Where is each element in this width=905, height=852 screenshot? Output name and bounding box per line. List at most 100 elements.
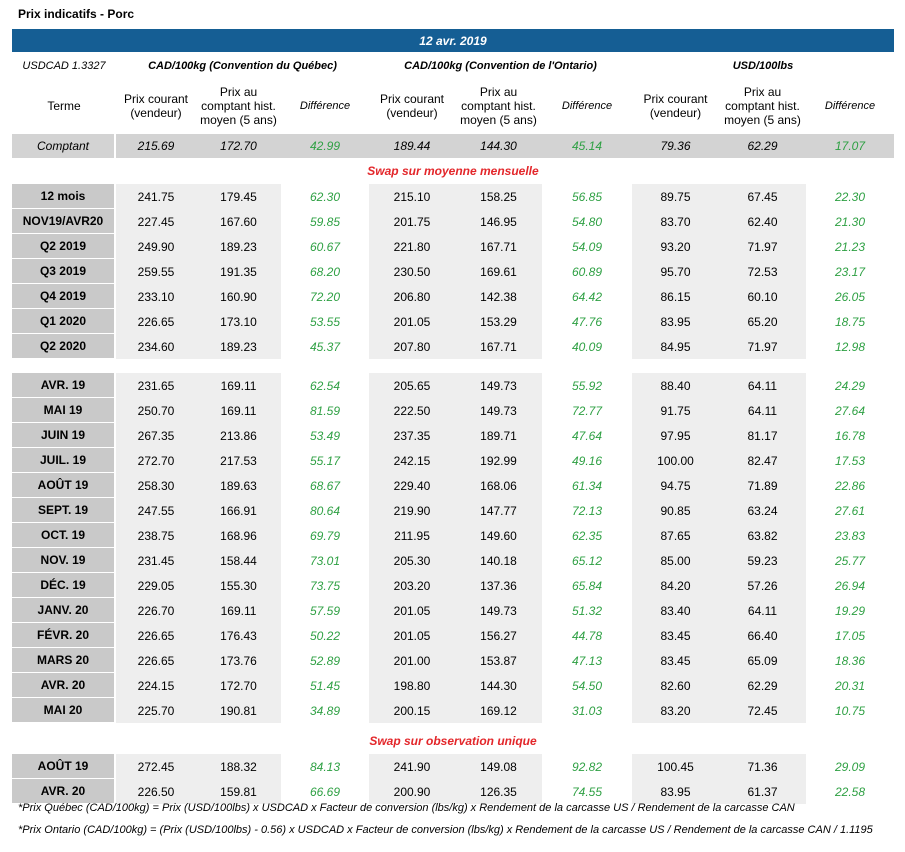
row-value: 24.29 (834, 378, 866, 393)
row-label: Q3 2019 (12, 259, 114, 283)
row-value: 149.73 (455, 373, 542, 398)
row-value: 267.35 (116, 423, 196, 448)
row-value: 229.05 (116, 573, 196, 598)
row-value: 147.77 (455, 498, 542, 523)
column-header: Prix courant (vendeur) (123, 92, 189, 120)
row-value: 64.42 (571, 289, 603, 304)
column-header: Différence (561, 100, 613, 112)
row-label: AVR. 20 (12, 673, 114, 697)
row-value: 172.70 (196, 673, 281, 698)
row-value: 215.69 (116, 134, 196, 158)
row-value: 205.65 (369, 373, 455, 398)
row-value: 64.11 (719, 398, 806, 423)
row-value: 169.61 (455, 259, 542, 284)
row-value: 166.91 (196, 498, 281, 523)
row-label: SEPT. 19 (12, 498, 114, 522)
row-value: 272.45 (116, 754, 196, 779)
row-value: 72.77 (571, 403, 603, 418)
row-value: 83.20 (632, 698, 719, 723)
row-value: 192.99 (455, 448, 542, 473)
row-value: 189.23 (196, 334, 281, 359)
row-value: 238.75 (116, 523, 196, 548)
row-label: OCT. 19 (12, 523, 114, 547)
row-value: 249.90 (116, 234, 196, 259)
row-value: 49.16 (571, 453, 603, 468)
row-value: 66.40 (719, 623, 806, 648)
row-value: 173.10 (196, 309, 281, 334)
row-value: 65.12 (571, 553, 603, 568)
row-value: 91.75 (632, 398, 719, 423)
section-title: Swap sur moyenne mensuelle (367, 164, 539, 178)
row-value: 189.44 (369, 134, 455, 158)
row-value: 189.63 (196, 473, 281, 498)
row-label: Q1 2020 (12, 309, 114, 333)
row-value: 22.58 (834, 784, 866, 799)
row-value: 159.81 (196, 779, 281, 804)
row-value: 217.53 (196, 448, 281, 473)
row-value: 74.55 (571, 784, 603, 799)
row-value: 82.60 (632, 673, 719, 698)
row-value: 85.00 (632, 548, 719, 573)
row-value: 79.36 (632, 134, 719, 158)
row-value: 71.36 (719, 754, 806, 779)
row-value: 12.98 (834, 339, 866, 354)
row-value: 142.38 (455, 284, 542, 309)
row-label: DÉC. 19 (12, 573, 114, 597)
column-header: Prix courant (vendeur) (643, 92, 708, 120)
row-value: 73.75 (309, 578, 341, 593)
row-value: 16.78 (834, 428, 866, 443)
row-value: 67.45 (719, 184, 806, 209)
row-label: JANV. 20 (12, 598, 114, 622)
row-value: 51.45 (309, 678, 341, 693)
group-header: USD/100lbs (732, 60, 794, 72)
row-value: 97.95 (632, 423, 719, 448)
row-value: 71.97 (719, 334, 806, 359)
row-value: 64.11 (719, 598, 806, 623)
row-value: 65.84 (571, 578, 603, 593)
row-value: 72.13 (571, 503, 603, 518)
footnote: *Prix Québec (CAD/100kg) = Prix (USD/100… (18, 802, 795, 814)
row-value: 54.80 (571, 214, 603, 229)
row-value: 153.87 (455, 648, 542, 673)
row-value: 62.29 (719, 134, 806, 158)
row-label: 12 mois (12, 184, 114, 208)
row-value: 59.23 (719, 548, 806, 573)
row-value: 241.75 (116, 184, 196, 209)
page-title: Prix indicatifs - Porc (18, 7, 135, 21)
row-value: 167.60 (196, 209, 281, 234)
row-value: 242.15 (369, 448, 455, 473)
row-value: 190.81 (196, 698, 281, 723)
row-value: 61.34 (571, 478, 603, 493)
row-value: 229.40 (369, 473, 455, 498)
row-value: 72.20 (309, 289, 341, 304)
row-value: 231.65 (116, 373, 196, 398)
row-value: 82.47 (719, 448, 806, 473)
row-label: AVR. 19 (12, 373, 114, 397)
row-value: 63.82 (719, 523, 806, 548)
row-value: 27.61 (834, 503, 866, 518)
row-value: 22.30 (834, 189, 866, 204)
row-value: 55.92 (571, 378, 603, 393)
row-value: 189.71 (455, 423, 542, 448)
row-value: 62.54 (309, 378, 341, 393)
row-value: 169.12 (455, 698, 542, 723)
row-value: 169.11 (196, 598, 281, 623)
fx-rate: USDCAD 1.3327 (22, 60, 106, 72)
row-value: 42.99 (281, 134, 369, 158)
row-value: 47.64 (571, 428, 603, 443)
row-value: 40.09 (571, 339, 603, 354)
row-label: NOV19/AVR20 (12, 209, 114, 233)
row-label: JUIN 19 (12, 423, 114, 447)
row-value: 57.59 (309, 603, 341, 618)
row-value: 215.10 (369, 184, 455, 209)
row-value: 167.71 (455, 334, 542, 359)
row-value: 200.15 (369, 698, 455, 723)
row-value: 55.17 (309, 453, 341, 468)
row-value: 201.05 (369, 623, 455, 648)
row-value: 62.30 (309, 189, 341, 204)
row-value: 211.95 (369, 523, 455, 548)
row-value: 225.70 (116, 698, 196, 723)
row-value: 81.59 (309, 403, 341, 418)
row-value: 62.29 (719, 673, 806, 698)
row-label: MAI 19 (12, 398, 114, 422)
